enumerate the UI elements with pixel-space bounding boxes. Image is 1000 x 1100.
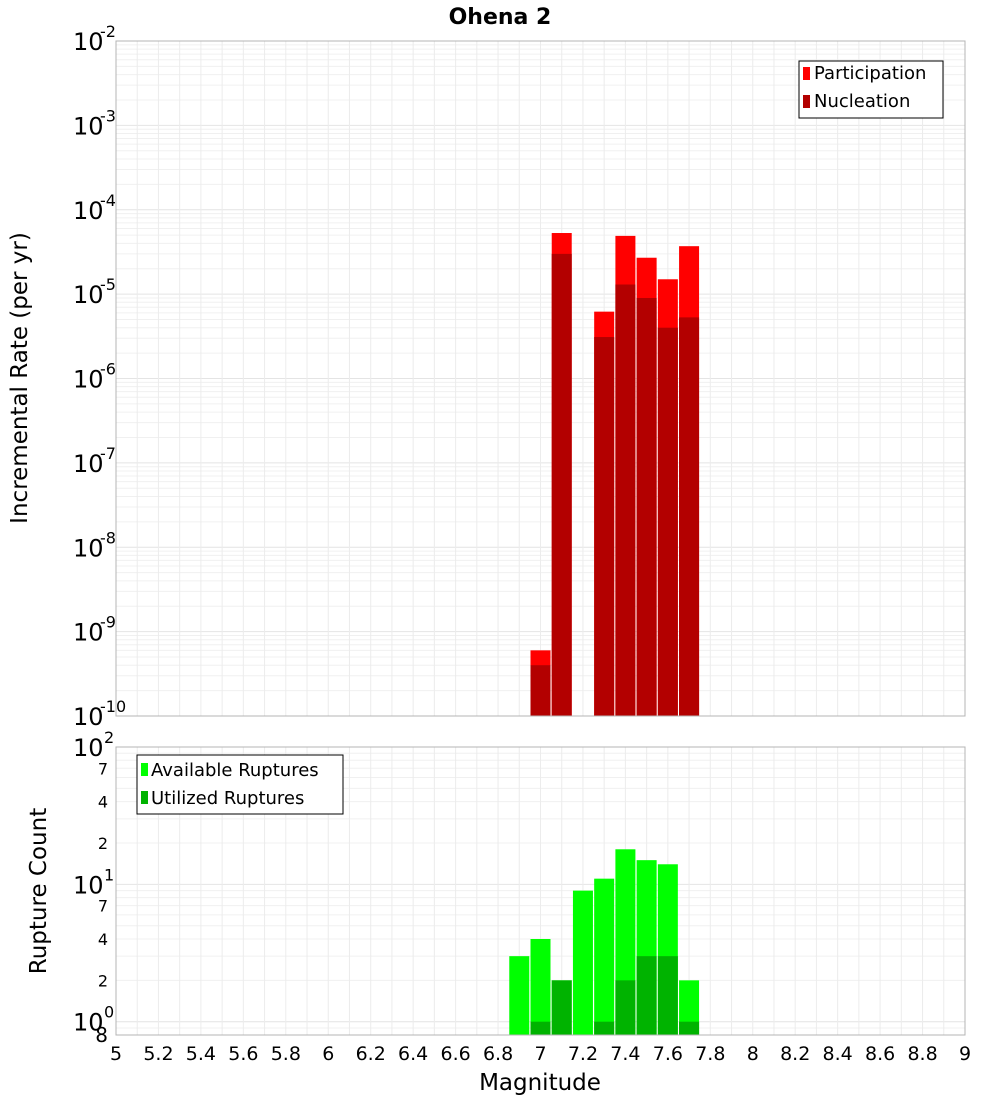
count-y-axis-label: Rupture Count: [26, 808, 52, 974]
count-y-minor-tick-label: 7: [98, 759, 108, 778]
rate-y-tick-label: 10: [73, 281, 104, 309]
bar-available-ruptures-6.9: [509, 956, 530, 1035]
bar-utilized-ruptures-7.5: [636, 956, 657, 1035]
bar-nucleation-7.1: [551, 253, 572, 716]
magnitude-x-tick-label: 5.4: [186, 1043, 216, 1065]
bar-nucleation-7.0: [530, 665, 551, 716]
rate-y-tick-label: 10: [73, 703, 104, 731]
magnitude-x-ticks: 5 5.2 5.4 5.6 5.8 6 6.2 6.4 6.6 6.8 7 7.2 7.4 7.6 7.8 8…: [110, 1043, 971, 1065]
legend-label-utilized-ruptures: Utilized Ruptures: [151, 788, 304, 809]
rate-y-tick-exponent: -7: [100, 444, 116, 463]
bar-utilized-ruptures-7.7: [679, 1021, 700, 1035]
magnitude-x-tick-label: 7.4: [610, 1043, 640, 1065]
count-y-minor-tick-label: 4: [98, 930, 108, 949]
magnitude-x-tick-label: 7: [534, 1043, 546, 1065]
count-y-tick-exponent: 0: [104, 1003, 114, 1022]
count-grid: [115, 747, 966, 1036]
magnitude-x-tick-label: 5: [110, 1043, 122, 1065]
magnitude-x-tick-label: 5.2: [143, 1043, 173, 1065]
count-y-minor-tick-label: 7: [98, 897, 108, 916]
bar-nucleation-7.5: [636, 297, 657, 716]
magnitude-x-tick-label: 6.8: [483, 1043, 513, 1065]
rate-y-tick-exponent: -4: [100, 191, 116, 210]
rate-y-tick-label: 10: [73, 366, 104, 394]
rate-y-tick-exponent: -8: [100, 528, 116, 547]
bar-utilized-ruptures-7.3: [594, 1021, 615, 1035]
magnitude-x-tick-label: 7.6: [653, 1043, 683, 1065]
chart-title: Ohena 2: [449, 5, 552, 30]
magnitude-x-tick-label: 8.8: [907, 1043, 937, 1065]
legend-label-nucleation: Nucleation: [814, 91, 910, 112]
bar-nucleation-7.3: [594, 337, 615, 716]
count-legend-box: [136, 754, 344, 815]
bar-nucleation-7.6: [657, 327, 678, 716]
rate-y-tick-exponent: -6: [100, 360, 116, 379]
rate-grid: [115, 41, 966, 717]
magnitude-x-tick-label: 7.8: [695, 1043, 725, 1065]
count-y-tick-label: 10: [73, 1009, 104, 1037]
magnitude-x-tick-label: 8.2: [780, 1043, 810, 1065]
rate-y-axis-label: Incremental Rate (per yr): [7, 232, 33, 524]
rate-y-tick-label: 10: [73, 112, 104, 140]
rate-y-tick-exponent: -3: [100, 106, 116, 125]
legend-swatch-nucleation: [803, 95, 810, 108]
rate-bars: [530, 233, 700, 716]
rate-legend-box: [798, 60, 944, 119]
magnitude-x-tick-label: 8.6: [865, 1043, 895, 1065]
rate-panel: 10-210-310-410-510-610-710-810-910-10 In…: [7, 22, 966, 731]
legend-swatch-utilized-ruptures: [141, 791, 148, 804]
count-y-minor-tick-label: 2: [98, 834, 108, 853]
count-y-tick-label: 10: [73, 734, 104, 762]
magnitude-x-tick-label: 6: [322, 1043, 334, 1065]
rate-y-tick-exponent: -9: [100, 613, 116, 632]
magnitude-x-tick-label: 8.4: [823, 1043, 853, 1065]
rate-y-tick-exponent: -10: [100, 697, 126, 716]
rate-y-tick-exponent: -5: [100, 275, 116, 294]
rate-y-tick-label: 10: [73, 197, 104, 225]
rate-legend: Participation Nucleation: [798, 60, 944, 119]
rate-y-tick-exponent: -2: [100, 22, 116, 41]
count-bars: [509, 849, 700, 1035]
magnitude-x-tick-label: 5.6: [228, 1043, 258, 1065]
count-y-tick-exponent: 2: [104, 728, 114, 747]
magnitude-x-axis-label: Magnitude: [479, 1070, 601, 1096]
count-y-minor-tick-label: 2: [98, 971, 108, 990]
magnitude-x-tick-label: 5.8: [271, 1043, 301, 1065]
count-legend: Available Ruptures Utilized Ruptures: [136, 754, 344, 815]
bar-available-ruptures-7.7: [679, 980, 700, 1035]
magnitude-x-tick-label: 7.2: [568, 1043, 598, 1065]
magnitude-x-tick-label: 6.4: [398, 1043, 428, 1065]
bar-available-ruptures-7.3: [594, 878, 615, 1035]
bar-nucleation-7.7: [679, 317, 700, 716]
bar-nucleation-7.4: [615, 284, 636, 716]
count-y-tick-exponent: 1: [104, 865, 114, 884]
legend-label-participation: Participation: [814, 63, 926, 84]
bar-available-ruptures-7.2: [572, 890, 593, 1035]
count-y-minor-tick-label: 8: [95, 1023, 108, 1047]
magnitude-x-tick-label: 6.2: [356, 1043, 386, 1065]
legend-swatch-participation: [803, 67, 810, 80]
bar-utilized-ruptures-7.0: [530, 1021, 551, 1035]
magnitude-x-tick-label: 6.6: [440, 1043, 470, 1065]
count-y-tick-label: 10: [73, 871, 104, 899]
bar-utilized-ruptures-7.6: [657, 956, 678, 1035]
count-y-minor-tick-label: 4: [98, 793, 108, 812]
rate-y-tick-label: 10: [73, 534, 104, 562]
bar-utilized-ruptures-7.4: [615, 980, 636, 1035]
magnitude-x-tick-label: 9: [959, 1043, 971, 1065]
rate-y-tick-label: 10: [73, 450, 104, 478]
legend-label-available-ruptures: Available Ruptures: [151, 760, 319, 781]
count-plot-border: [115, 746, 966, 1036]
bar-utilized-ruptures-7.1: [551, 980, 572, 1035]
rate-y-tick-label: 10: [73, 28, 104, 56]
rate-y-tick-label: 10: [73, 619, 104, 647]
legend-swatch-available-ruptures: [141, 763, 148, 776]
bar-available-ruptures-7.0: [530, 939, 551, 1035]
magnitude-x-tick-label: 8: [747, 1043, 759, 1065]
rate-plot-border: [115, 40, 966, 717]
rate-y-ticks: 10-210-310-410-510-610-710-810-910-10: [73, 22, 126, 731]
